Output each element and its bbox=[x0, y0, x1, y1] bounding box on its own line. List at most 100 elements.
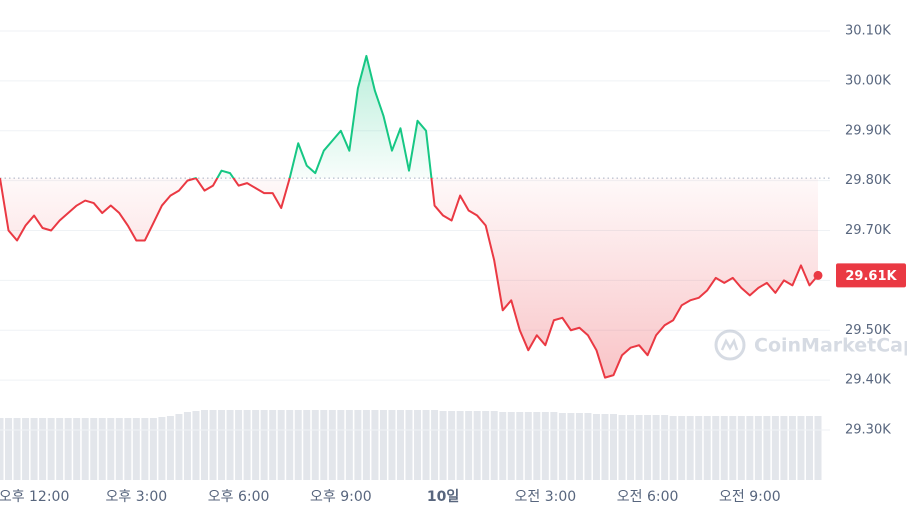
volume-bar bbox=[746, 416, 754, 480]
volume-bar bbox=[47, 418, 55, 480]
y-tick-label: 30.00K bbox=[845, 73, 891, 88]
volume-bar bbox=[439, 411, 447, 480]
volume-bar bbox=[771, 416, 779, 480]
volume-bar bbox=[39, 418, 47, 480]
volume-bar bbox=[627, 415, 635, 480]
volume-bar bbox=[166, 416, 174, 480]
volume-bar bbox=[754, 416, 762, 480]
y-tick-label: 29.80K bbox=[845, 173, 891, 188]
volume-bar bbox=[788, 416, 796, 480]
watermark-logo-mark bbox=[720, 337, 739, 351]
volume-bar bbox=[337, 410, 345, 480]
volume-bar bbox=[805, 416, 813, 480]
y-tick-label: 29.40K bbox=[845, 373, 891, 388]
volume-bar bbox=[192, 411, 200, 480]
volume-bar bbox=[345, 410, 353, 480]
volume-bar bbox=[482, 411, 490, 480]
volume-bar bbox=[183, 412, 191, 480]
volume-bar bbox=[158, 417, 166, 480]
y-tick-label: 29.50K bbox=[845, 323, 891, 338]
x-tick-label: 10일 bbox=[427, 489, 459, 505]
x-tick-label: 오후 9:00 bbox=[310, 489, 372, 505]
volume-bar bbox=[149, 418, 157, 480]
volume-bar bbox=[737, 416, 745, 480]
volume-bar bbox=[635, 415, 643, 480]
volume-bar bbox=[175, 414, 183, 480]
volume-bar bbox=[729, 416, 737, 480]
watermark-text: CoinMarketCap bbox=[754, 335, 907, 357]
volume-bar bbox=[422, 410, 430, 480]
volume-bar bbox=[473, 411, 481, 480]
volume-bar bbox=[448, 411, 456, 480]
y-tick-label: 29.30K bbox=[845, 423, 891, 438]
volume-bar bbox=[507, 412, 515, 480]
x-tick-label: 오전 6:00 bbox=[617, 489, 679, 505]
volume-bar bbox=[81, 418, 89, 480]
volume-bar bbox=[22, 418, 30, 480]
watermark: CoinMarketCap bbox=[714, 329, 907, 361]
volume-bar bbox=[533, 412, 541, 480]
volume-bar bbox=[362, 410, 370, 480]
volume-bar bbox=[712, 416, 720, 480]
volume-bar bbox=[396, 410, 404, 480]
volume-bar bbox=[201, 410, 208, 480]
volume-bar bbox=[567, 413, 575, 480]
volume-bar bbox=[328, 410, 336, 480]
volume-bar bbox=[294, 410, 302, 480]
volume-bar bbox=[115, 418, 123, 480]
area bbox=[0, 55, 818, 378]
volume-bar bbox=[226, 410, 234, 480]
current-price-label: 29.61K bbox=[845, 269, 897, 284]
price-line bbox=[0, 54, 819, 379]
volume-bar bbox=[260, 410, 268, 480]
volume-bar bbox=[405, 410, 413, 480]
volume-bar bbox=[235, 410, 243, 480]
volume-bar bbox=[64, 418, 72, 480]
volume-bar bbox=[524, 412, 532, 480]
y-tick-label: 30.10K bbox=[845, 24, 891, 39]
volume-bar bbox=[252, 410, 260, 480]
volume-bar bbox=[218, 410, 226, 480]
volume-bar bbox=[678, 416, 686, 480]
x-tick-label: 오후 3:00 bbox=[106, 489, 168, 505]
volume-bar bbox=[601, 414, 609, 480]
volume-bar bbox=[107, 418, 115, 480]
volume-bar bbox=[797, 416, 805, 480]
volume-bar bbox=[379, 410, 387, 480]
volume-bar bbox=[465, 411, 473, 480]
x-tick-label: 오후 6:00 bbox=[208, 489, 270, 505]
volume-bar bbox=[132, 418, 140, 480]
volume-bar bbox=[286, 410, 294, 480]
x-tick-label: 오전 3:00 bbox=[515, 489, 577, 505]
volume-bar bbox=[209, 410, 217, 480]
watermark-logo bbox=[714, 329, 746, 361]
volume-bar bbox=[669, 416, 677, 480]
volume-bar bbox=[98, 418, 106, 480]
volume-bar bbox=[13, 418, 21, 480]
volume-bar bbox=[303, 410, 311, 480]
volume-bar bbox=[499, 412, 507, 480]
volume-bar bbox=[30, 418, 38, 480]
volume-bar bbox=[780, 416, 788, 480]
volume-bar bbox=[388, 410, 396, 480]
current-price-badge bbox=[836, 263, 906, 288]
volume-bar bbox=[661, 415, 669, 480]
volume-bar bbox=[5, 418, 13, 480]
volume-bar bbox=[695, 416, 703, 480]
volume-bar bbox=[141, 418, 149, 480]
volume-bar bbox=[354, 410, 362, 480]
volume-bar bbox=[431, 410, 439, 480]
last-point bbox=[813, 270, 823, 280]
volume-bar bbox=[763, 416, 771, 480]
x-tick-label: 오후 12:00 bbox=[0, 489, 69, 505]
volume-bar bbox=[720, 416, 728, 480]
y-tick-label: 29.90K bbox=[845, 123, 891, 138]
volume-bar bbox=[558, 413, 566, 480]
volume-bar bbox=[0, 418, 4, 480]
volume-bar bbox=[686, 416, 694, 480]
volume-bar bbox=[541, 412, 549, 480]
volume-bar bbox=[311, 410, 319, 480]
volume-bar bbox=[516, 412, 524, 480]
volume-bar bbox=[243, 410, 251, 480]
